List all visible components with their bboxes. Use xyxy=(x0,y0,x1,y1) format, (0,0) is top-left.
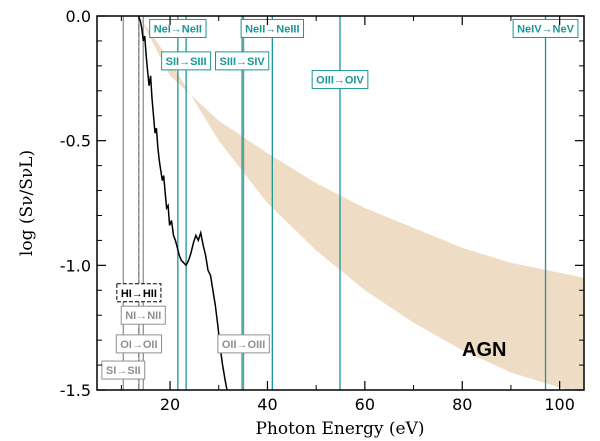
ionization-label-text: NeIV→NeV xyxy=(517,23,575,35)
agn-label: AGN xyxy=(462,339,506,361)
ionization-label-box xyxy=(120,305,166,325)
agn-band-layer xyxy=(138,16,584,390)
ionization-label: NI→NII xyxy=(120,305,166,325)
ionization-label-box xyxy=(311,70,369,90)
ionization-label-text: HI→HII xyxy=(121,288,157,300)
ionization-label-text: OIII→OIV xyxy=(316,75,364,87)
spectrum-line xyxy=(137,16,228,390)
ionization-label-text: SI→SII xyxy=(106,365,141,377)
ionization-label-box xyxy=(101,360,146,380)
x-tick-label: 100 xyxy=(544,395,575,414)
ionization-label-box xyxy=(512,18,579,38)
ionization-label-box xyxy=(149,18,207,38)
ionization-label-text: SIII→SIV xyxy=(220,56,266,68)
ionization-label-box xyxy=(217,334,270,354)
ionization-label-box xyxy=(215,51,270,71)
x-tick-label: 60 xyxy=(355,395,375,414)
ionization-label: HI→HII xyxy=(116,283,162,303)
y-tick-label: -0.5 xyxy=(60,132,91,151)
x-axis-label: Photon Energy (eV) xyxy=(255,419,424,439)
agn-band xyxy=(138,16,584,390)
ionization-label-text: NeI→NeII xyxy=(154,23,202,35)
ionization-lines-layer xyxy=(122,16,547,390)
ionization-label: NeIV→NeV xyxy=(512,18,579,38)
y-tick-label: 0.0 xyxy=(66,7,91,26)
ionization-label: NeII→NeIII xyxy=(240,18,305,38)
ionization-label: NeI→NeII xyxy=(149,18,207,38)
plot-frame xyxy=(96,15,585,391)
y-tick-label: -1.5 xyxy=(60,381,91,400)
ionization-label: OII→OIII xyxy=(217,334,270,354)
ionization-label-box xyxy=(240,18,305,38)
ionization-label-box xyxy=(116,283,162,303)
ionization-label-text: OI→OII xyxy=(120,339,157,351)
ionization-label: SII→SIII xyxy=(161,51,212,71)
spectrum-layer xyxy=(137,16,228,390)
y-axis-label: log (Sν/SνL) xyxy=(17,150,37,256)
ionization-label-text: NI→NII xyxy=(125,310,161,322)
ionization-label-text: NeII→NeIII xyxy=(245,23,299,35)
ionization-label: SIII→SIV xyxy=(215,51,270,71)
ionization-labels-layer: HI→HII NI→NII OI→OII SI→SII NeI→NeII SII→SIII… xyxy=(101,18,579,380)
x-tick-label: 40 xyxy=(257,395,277,414)
x-tick-label: 80 xyxy=(452,395,472,414)
ionization-label: OI→OII xyxy=(115,334,163,354)
ionization-label-text: SII→SIII xyxy=(166,56,207,68)
ionization-label-box xyxy=(161,51,212,71)
x-tick-label: 20 xyxy=(160,395,180,414)
ionization-label: SI→SII xyxy=(101,360,146,380)
ionization-label: OIII→OIV xyxy=(311,70,369,90)
y-tick-label: -1.0 xyxy=(60,256,91,275)
ionization-label-box xyxy=(115,334,163,354)
axis-ticks-layer: 20 40 60 80 100 0.0 -0.5 -1.0 -1.5 xyxy=(60,7,584,414)
ionization-label-text: OII→OIII xyxy=(222,339,265,351)
